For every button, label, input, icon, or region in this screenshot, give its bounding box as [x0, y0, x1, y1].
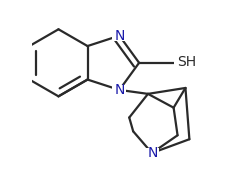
FancyBboxPatch shape [112, 84, 126, 95]
Text: SH: SH [177, 55, 196, 69]
Text: N: N [114, 29, 124, 43]
Text: N: N [114, 83, 124, 97]
FancyBboxPatch shape [112, 30, 126, 41]
FancyBboxPatch shape [145, 148, 159, 159]
Text: N: N [148, 146, 158, 160]
FancyBboxPatch shape [174, 57, 194, 68]
